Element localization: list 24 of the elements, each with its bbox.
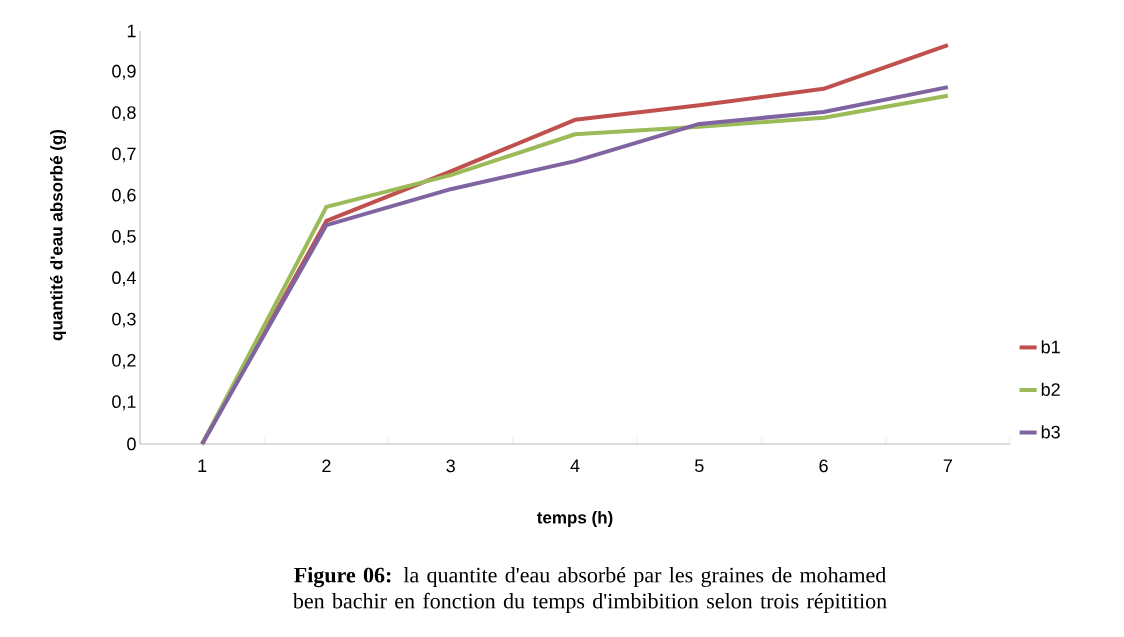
x-axis-title: temps (h): [536, 511, 613, 527]
y-tick-label: 0,4: [112, 271, 136, 287]
x-tick-label: 7: [943, 459, 952, 472]
x-tick-label: 1: [198, 459, 207, 472]
y-tick-label: 0,9: [112, 64, 136, 80]
y-tick-label: 0: [127, 437, 136, 451]
y-tick-label: 0,6: [112, 188, 136, 204]
x-tick-label: 3: [446, 459, 455, 473]
x-tick-label: 2: [322, 459, 331, 473]
y-tick-label: 0,1: [112, 395, 136, 411]
legend-label: b1: [1041, 340, 1060, 354]
legend-label: b2: [1041, 382, 1060, 396]
y-tick-label: 0,5: [112, 230, 136, 245]
y-tick-label: 0,2: [112, 353, 136, 369]
legend-label: b3: [1041, 425, 1060, 439]
y-axis-title: quantité d'eau absorbé (g): [49, 129, 67, 341]
y-tick-label: 0,8: [112, 106, 136, 122]
text: Figure 06: la quantite d'eau absorbé par les graines de mohamed ben bachir en fonction du temps d'imbibition selon trois répitition: [292, 567, 887, 613]
x-tick-label: 6: [819, 459, 828, 473]
x-tick-label: 5: [695, 459, 704, 473]
y-tick-label: 0,7: [112, 147, 136, 163]
y-tick-label: 1: [127, 24, 136, 38]
y-tick-label: 0,3: [112, 312, 136, 328]
x-tick-label: 4: [570, 459, 580, 472]
